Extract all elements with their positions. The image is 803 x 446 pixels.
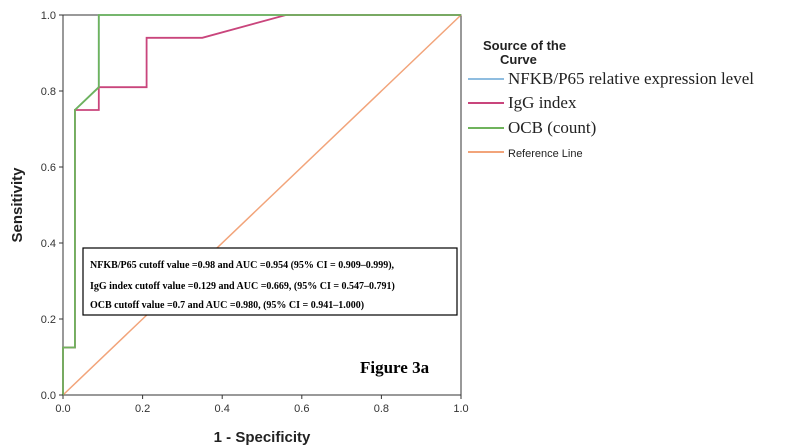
y-tick-label: 0.8 — [41, 86, 56, 98]
x-tick-label: 0.2 — [135, 403, 150, 415]
legend-title: Source of the Curve — [483, 38, 570, 67]
legend-label: IgG index — [508, 93, 577, 112]
axis-layer: 0.0 0.2 0.4 0.6 0.8 1.0 0.0 0.2 0.4 0.6 0.8 1.0 — [41, 10, 469, 415]
x-axis-label: 1 - Specificity — [214, 429, 311, 446]
legend-label: Reference Line — [508, 148, 583, 160]
x-tick-label: 0.6 — [294, 403, 309, 415]
annotation-line: IgG index cutoff value =0.129 and AUC =0… — [90, 281, 395, 292]
y-tick-label: 0.2 — [41, 314, 56, 326]
series-line-ocb-count — [62, 14, 461, 395]
annotation-line: OCB cutoff value =0.7 and AUC =0.980, (9… — [90, 300, 364, 311]
series-layer — [62, 14, 462, 396]
y-tick-label: 0.4 — [41, 238, 56, 250]
x-tick-label: 0.4 — [215, 403, 230, 415]
x-tick-label: 1.0 — [453, 403, 468, 415]
y-tick-label: 0.0 — [41, 390, 56, 402]
annotation-frame — [82, 247, 458, 316]
x-tick-label: 0.0 — [55, 403, 70, 415]
annotation-box: NFKB/P65 cutoff value =0.98 and AUC =0.9… — [82, 247, 458, 316]
annotation-line: NFKB/P65 cutoff value =0.98 and AUC =0.9… — [90, 260, 395, 271]
y-axis-label: Sensitivity — [9, 167, 26, 243]
x-tick-label: 0.8 — [374, 403, 389, 415]
y-tick-label: 1.0 — [41, 10, 56, 22]
figure-label: Figure 3a — [360, 358, 430, 377]
series-line-reference-line — [62, 14, 462, 396]
legend-items: NFKB/P65 relative expression level IgG in… — [468, 69, 754, 160]
legend-label: NFKB/P65 relative expression level — [508, 69, 754, 88]
legend-label: OCB (count) — [508, 118, 596, 137]
y-tick-label: 0.6 — [41, 162, 56, 174]
legend: Source of the Curve NFKB/P65 relative ex… — [468, 38, 754, 160]
